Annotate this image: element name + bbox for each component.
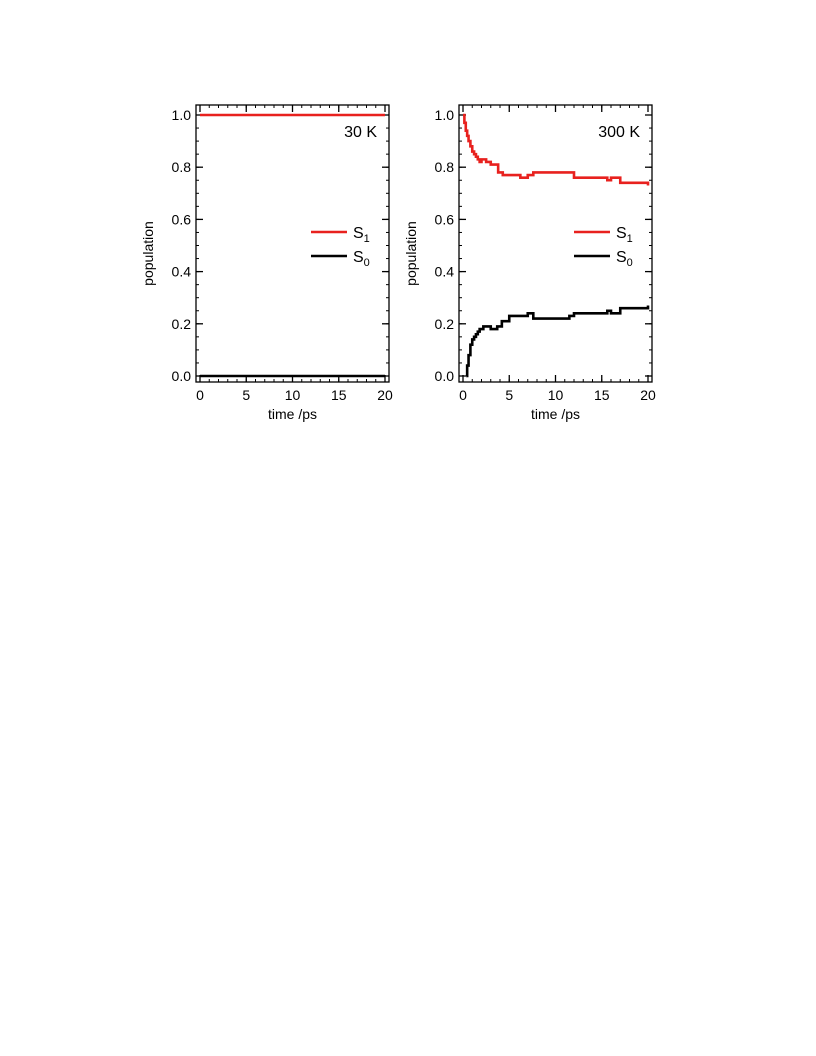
legend-label-S1: S1 bbox=[353, 225, 370, 245]
legend-label-S0: S0 bbox=[616, 249, 633, 269]
y-tick-label: 0.4 bbox=[172, 264, 192, 280]
y-axis-label: population bbox=[140, 221, 156, 286]
y-tick-label: 0.6 bbox=[435, 211, 455, 227]
x-axis-label: time /ps bbox=[531, 406, 580, 422]
temperature-annotation: 300 K bbox=[598, 124, 640, 141]
x-tick-label: 5 bbox=[242, 387, 250, 403]
y-tick-label: 0.0 bbox=[435, 368, 455, 384]
legend-label-S1: S1 bbox=[616, 225, 633, 245]
x-tick-label: 20 bbox=[377, 387, 393, 403]
x-tick-label: 15 bbox=[594, 387, 610, 403]
chart-panel-1: 0 5 10 15 20 0.0 0.2 0.4 0.6 0.8 1.0 time /ps popula… bbox=[403, 104, 656, 422]
y-tick-label: 1.0 bbox=[435, 107, 455, 123]
y-tick-label: 0.2 bbox=[435, 316, 455, 332]
series-line-S1 bbox=[463, 113, 650, 186]
x-axis-label: time /ps bbox=[268, 406, 317, 422]
legend-label-S0: S0 bbox=[353, 249, 370, 269]
chart-panel-0: 0 5 10 15 20 0.0 0.2 0.4 0.6 0.8 1.0 time /ps popula… bbox=[140, 104, 393, 422]
x-tick-label: 5 bbox=[505, 387, 513, 403]
temperature-annotation: 30 K bbox=[344, 124, 377, 141]
y-axis-label: population bbox=[403, 221, 419, 286]
series-line-S0 bbox=[465, 305, 650, 378]
plot-frame bbox=[458, 104, 653, 383]
plot-frame bbox=[195, 104, 390, 383]
y-tick-label: 0.6 bbox=[172, 211, 192, 227]
x-tick-label: 10 bbox=[548, 387, 564, 403]
x-tick-label: 0 bbox=[196, 387, 204, 403]
y-tick-label: 0.8 bbox=[172, 159, 192, 175]
y-tick-label: 1.0 bbox=[172, 107, 192, 123]
x-tick-label: 15 bbox=[331, 387, 347, 403]
y-tick-label: 0.2 bbox=[172, 316, 192, 332]
y-tick-label: 0.4 bbox=[435, 264, 455, 280]
x-tick-label: 10 bbox=[285, 387, 301, 403]
x-tick-label: 0 bbox=[459, 387, 467, 403]
y-tick-label: 0.8 bbox=[435, 159, 455, 175]
y-tick-label: 0.0 bbox=[172, 368, 192, 384]
x-tick-label: 20 bbox=[640, 387, 656, 403]
